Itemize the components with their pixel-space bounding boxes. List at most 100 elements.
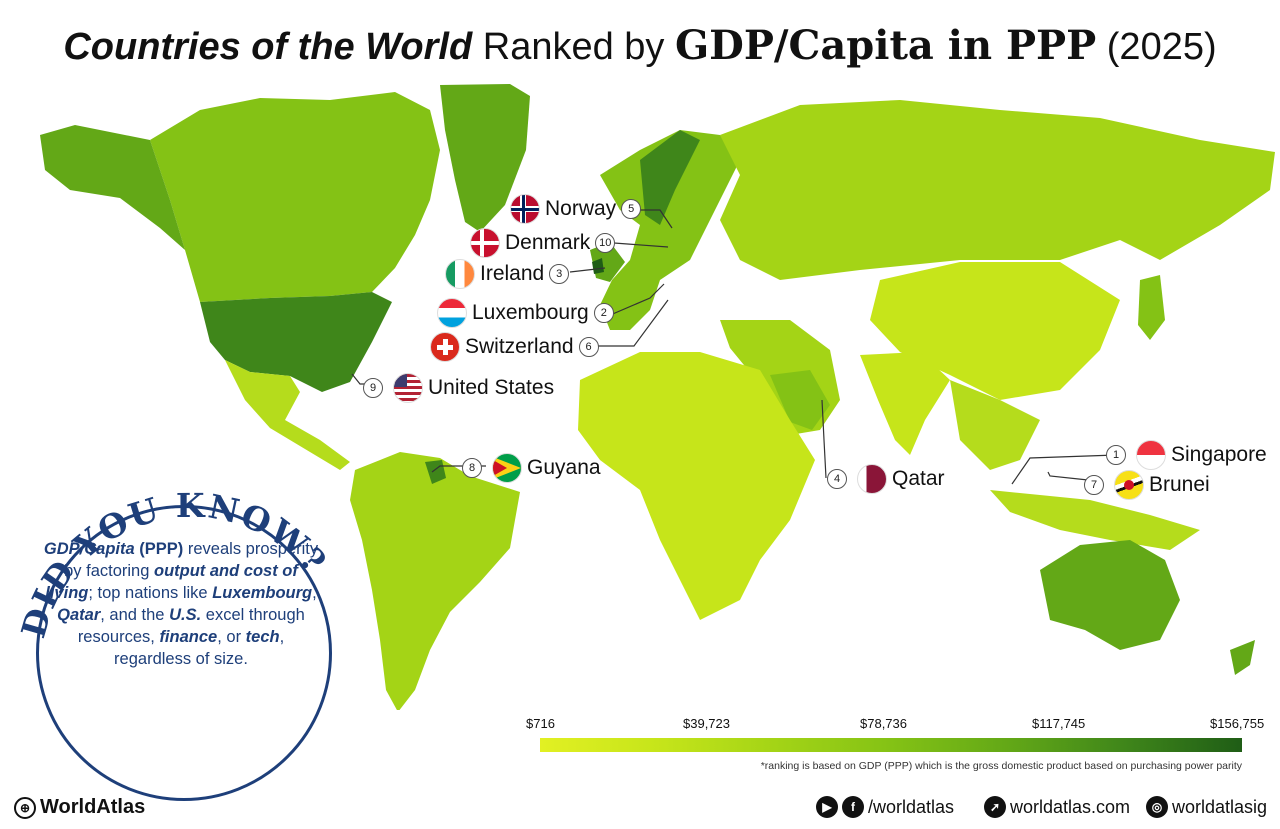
qatar-rank: 4	[827, 469, 847, 489]
instagram-icon: ◎	[1146, 796, 1168, 818]
legend-tick-4: $156,755	[1210, 716, 1265, 731]
did-you-know-circle	[36, 505, 332, 801]
ireland	[592, 258, 604, 274]
legend-color-bar	[540, 738, 1242, 752]
denmark-name: Denmark	[505, 231, 591, 254]
dyk-s9: , and the	[100, 606, 165, 624]
guyana-flag-icon	[492, 453, 522, 483]
luxembourg-name: Luxembourg	[472, 301, 589, 324]
qatar-name: Qatar	[892, 467, 945, 490]
qatar-flag-icon	[857, 464, 887, 494]
mexico	[225, 360, 350, 470]
japan	[1138, 275, 1165, 340]
luxembourg-rank: 2	[593, 303, 614, 323]
dyk-s13: , or	[217, 628, 242, 646]
youtube-icon: ▶	[816, 796, 838, 818]
canada	[150, 92, 440, 302]
ireland-name: Ireland	[480, 262, 545, 285]
australia	[1040, 540, 1180, 650]
united-states-rank: 9	[363, 378, 383, 398]
label-norway: Norway 5	[505, 194, 646, 224]
south-america	[350, 452, 520, 710]
title-part-1: Countries of the World	[63, 26, 473, 68]
title-part-3: GDP/Capita in PPP	[675, 22, 1097, 69]
dyk-s8: Qatar	[57, 606, 101, 624]
usa-flag-icon	[393, 373, 423, 403]
label-ireland: Ireland 3	[440, 259, 574, 289]
dyk-s6: Luxembourg	[212, 584, 313, 602]
greenland	[440, 84, 530, 232]
footer-insta[interactable]: ◎ worldatlasig	[1146, 796, 1267, 818]
dyk-s5: ; top nations like	[88, 584, 208, 602]
dyk-s4: output and cost of living	[45, 562, 298, 602]
label-qatar: 4 Qatar	[822, 464, 945, 494]
india	[860, 352, 950, 455]
dyk-s3: reveals prosperity by factoring	[64, 540, 319, 580]
norway-flag-icon	[510, 194, 540, 224]
footer-site[interactable]: ➚ worldatlas.com	[984, 796, 1130, 818]
luxembourg-flag-icon	[437, 298, 467, 328]
title-part-2: Ranked by	[482, 26, 665, 68]
europe	[600, 130, 740, 330]
label-luxembourg: Luxembourg 2	[432, 298, 619, 328]
facebook-icon: f	[842, 796, 864, 818]
world-map	[40, 84, 1275, 710]
dyk-s11: excel through resources,	[77, 606, 305, 646]
norway-name: Norway	[545, 197, 617, 220]
footer-brand: ⊕ WorldAtlas	[14, 796, 145, 819]
dyk-s15: , regardless of size.	[114, 628, 285, 668]
site-url: worldatlas.com	[1010, 796, 1131, 817]
africa	[578, 352, 815, 620]
denmark-flag-icon	[470, 228, 500, 258]
new-zealand	[1230, 640, 1255, 675]
brand-name: WorldAtlas	[40, 796, 146, 818]
did-you-know-heading: DID YOU KNOW?	[16, 486, 333, 642]
united-states-name: United States	[428, 376, 555, 399]
indonesia	[990, 490, 1200, 550]
dyk-s2: (PPP)	[139, 540, 184, 558]
title-part-4: (2025)	[1106, 26, 1217, 68]
footnote: *ranking is based on GDP (PPP) which is …	[760, 760, 1242, 772]
dyk-s14: tech	[245, 628, 280, 646]
singapore-rank: 1	[1106, 445, 1126, 465]
legend-tick-1: $39,723	[683, 716, 730, 731]
saudi	[770, 370, 830, 430]
legend-tick-2: $78,736	[860, 716, 907, 731]
globe-icon: ⊕	[14, 796, 36, 819]
guyana-rank: 8	[462, 458, 482, 478]
dyk-s1: GDP/Capita	[43, 540, 135, 558]
legend-tick-0: $716	[526, 716, 555, 731]
brunei-rank: 7	[1084, 475, 1104, 495]
dyk-s12: finance	[159, 628, 218, 646]
brunei-name: Brunei	[1149, 473, 1210, 496]
insta-handle: worldatlasig	[1172, 796, 1268, 817]
footer-social[interactable]: ▶ f /worldatlas	[816, 796, 954, 818]
denmark-rank: 10	[595, 233, 616, 253]
label-united-states: 9 United States	[358, 373, 554, 403]
singapore-flag-icon	[1136, 440, 1166, 470]
switzerland-rank: 6	[578, 337, 599, 357]
se-asia	[950, 380, 1040, 470]
label-denmark: Denmark 10	[465, 228, 620, 258]
singapore-name: Singapore	[1171, 443, 1267, 466]
usa	[200, 292, 392, 392]
switzerland-name: Switzerland	[465, 335, 574, 358]
switzerland-flag-icon	[430, 332, 460, 362]
cursor-icon: ➚	[984, 796, 1006, 818]
dyk-s10: U.S.	[169, 606, 202, 624]
social-handle: /worldatlas	[868, 796, 955, 817]
alaska	[40, 125, 185, 250]
ireland-rank: 3	[549, 264, 570, 284]
guyana-name: Guyana	[527, 456, 601, 479]
did-you-know-body: GDP/Capita (PPP) reveals prosperity by f…	[40, 538, 322, 670]
dyk-s7: ,	[312, 584, 317, 602]
norway	[640, 130, 700, 225]
russia	[720, 100, 1275, 280]
label-switzerland: Switzerland 6	[425, 332, 604, 362]
norway-rank: 5	[621, 199, 642, 219]
label-singapore: 1 Singapore	[1101, 440, 1267, 470]
legend-tick-3: $117,745	[1032, 716, 1086, 731]
legend-labels: $716 $39,723 $78,736 $117,745 $156,755	[520, 716, 1264, 734]
label-guyana: 8 Guyana	[457, 453, 601, 483]
ireland-flag-icon	[445, 259, 475, 289]
